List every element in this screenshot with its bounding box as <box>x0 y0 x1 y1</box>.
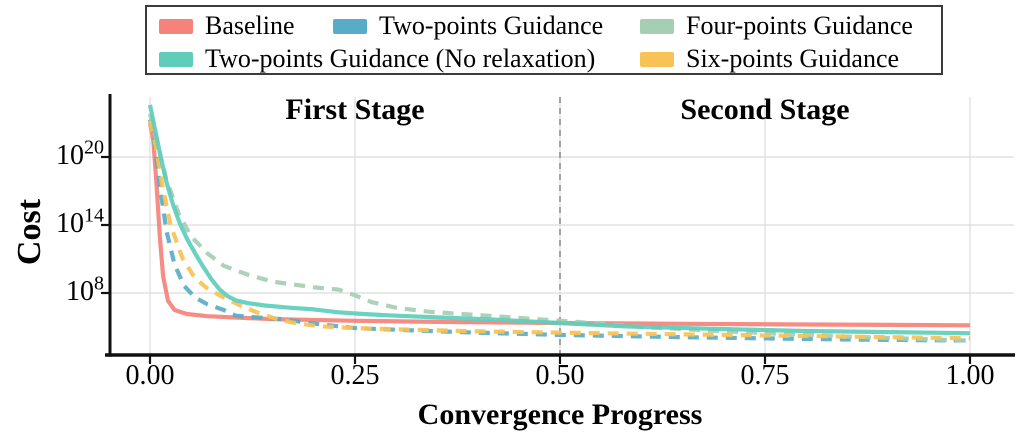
legend-label: Two-points Guidance <box>379 11 604 40</box>
series-two-points-guidance <box>147 119 971 343</box>
series-six-points-guidance <box>147 120 971 341</box>
six-points-swatch <box>640 52 674 67</box>
two-points-swatch <box>333 19 367 34</box>
series-four-points-guidance <box>147 113 971 343</box>
x-axis-title: Convergence Progress <box>417 398 703 431</box>
legend-label: Four-points Guidance <box>686 11 913 40</box>
legend-label: Two-points Guidance (No relaxation) <box>205 44 596 73</box>
legend-label: Six-points Guidance <box>686 44 900 73</box>
x-tick-025: 0.25 <box>330 360 380 391</box>
y-tick-1e8: 108 <box>66 272 104 307</box>
series-two-points-guidance-no-relaxation <box>147 104 971 336</box>
x-tick-050: 0.50 <box>535 360 585 391</box>
baseline-swatch <box>159 19 193 34</box>
two-points-no-relaxation-swatch <box>159 52 193 67</box>
y-axis-title: Cost <box>11 198 48 266</box>
first-stage-label: First Stage <box>285 93 425 126</box>
y-tick-1e14: 1014 <box>56 204 104 239</box>
second-stage-label: Second Stage <box>680 93 850 126</box>
x-tick-075: 0.75 <box>740 360 790 391</box>
x-tick-000: 0.00 <box>125 360 175 391</box>
y-tick-1e20: 1020 <box>56 136 104 171</box>
legend-label: Baseline <box>205 11 295 40</box>
x-tick-100: 1.00 <box>945 360 995 391</box>
legend-box: Baseline Two-points Guidance Four-points… <box>145 5 943 75</box>
four-points-swatch <box>640 19 674 34</box>
